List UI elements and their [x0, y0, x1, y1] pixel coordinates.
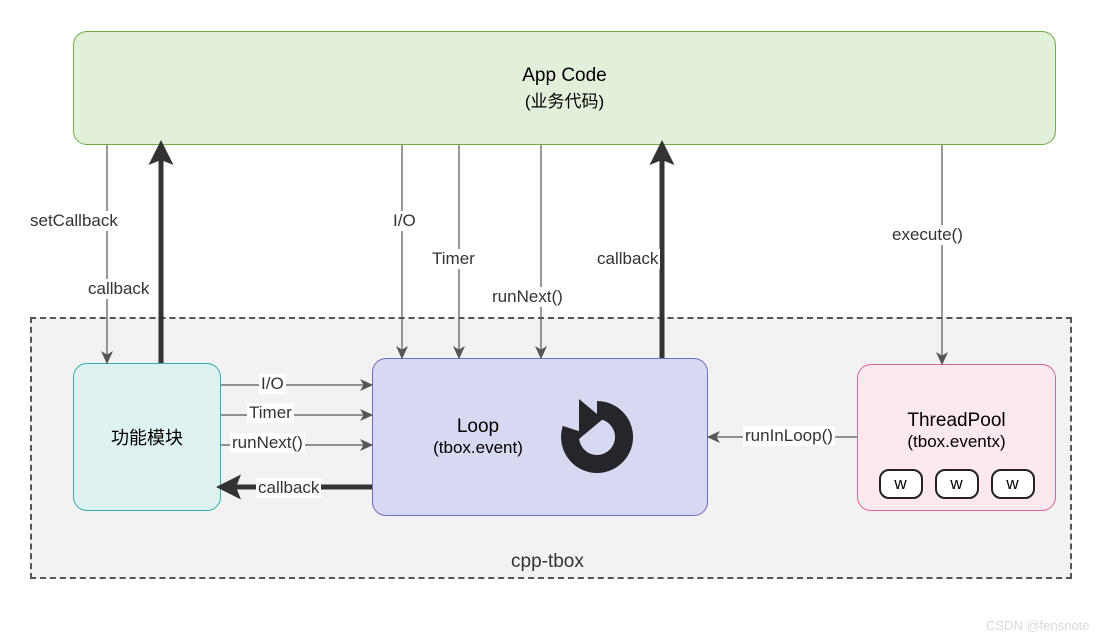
- loop-icon: [547, 387, 647, 487]
- node-func-module: 功能模块: [73, 363, 221, 511]
- edge-label-io_v: I/O: [391, 211, 418, 231]
- app-title: App Code: [522, 65, 607, 87]
- app-subtitle: (业务代码): [525, 87, 604, 112]
- pool-subtitle: (tbox.eventx): [907, 432, 1005, 452]
- edge-label-callback3: callback: [256, 478, 321, 498]
- edge-label-io_h: I/O: [259, 374, 286, 394]
- func-title: 功能模块: [111, 424, 183, 450]
- worker-2: w: [991, 469, 1035, 499]
- loop-title: Loop: [457, 416, 499, 438]
- edge-label-runnext_v: runNext(): [490, 287, 565, 307]
- edge-label-timer_v: Timer: [430, 249, 477, 269]
- edge-label-runinloop: runInLoop(): [743, 426, 835, 446]
- edge-label-execute: execute(): [890, 225, 965, 245]
- worker-0: w: [879, 469, 923, 499]
- container-label: cpp-tbox: [511, 551, 584, 573]
- node-app-code: App Code (业务代码): [73, 31, 1056, 145]
- watermark: CSDN @fensnote: [986, 618, 1090, 633]
- edge-label-runnext_h: runNext(): [230, 433, 305, 453]
- worker-label: w: [950, 474, 962, 494]
- edge-label-callback1: callback: [86, 279, 151, 299]
- edge-label-callback2: callback: [595, 249, 660, 269]
- worker-label: w: [894, 474, 906, 494]
- pool-title: ThreadPool: [907, 410, 1005, 432]
- edge-label-setCallback: setCallback: [28, 211, 120, 231]
- diagram-canvas: cpp-tbox App Code (业务代码) 功能模块 Loop (tbox…: [0, 0, 1101, 635]
- worker-1: w: [935, 469, 979, 499]
- node-loop: Loop (tbox.event): [372, 358, 708, 516]
- worker-label: w: [1006, 474, 1018, 494]
- edge-label-timer_h: Timer: [247, 403, 294, 423]
- loop-subtitle: (tbox.event): [433, 438, 523, 458]
